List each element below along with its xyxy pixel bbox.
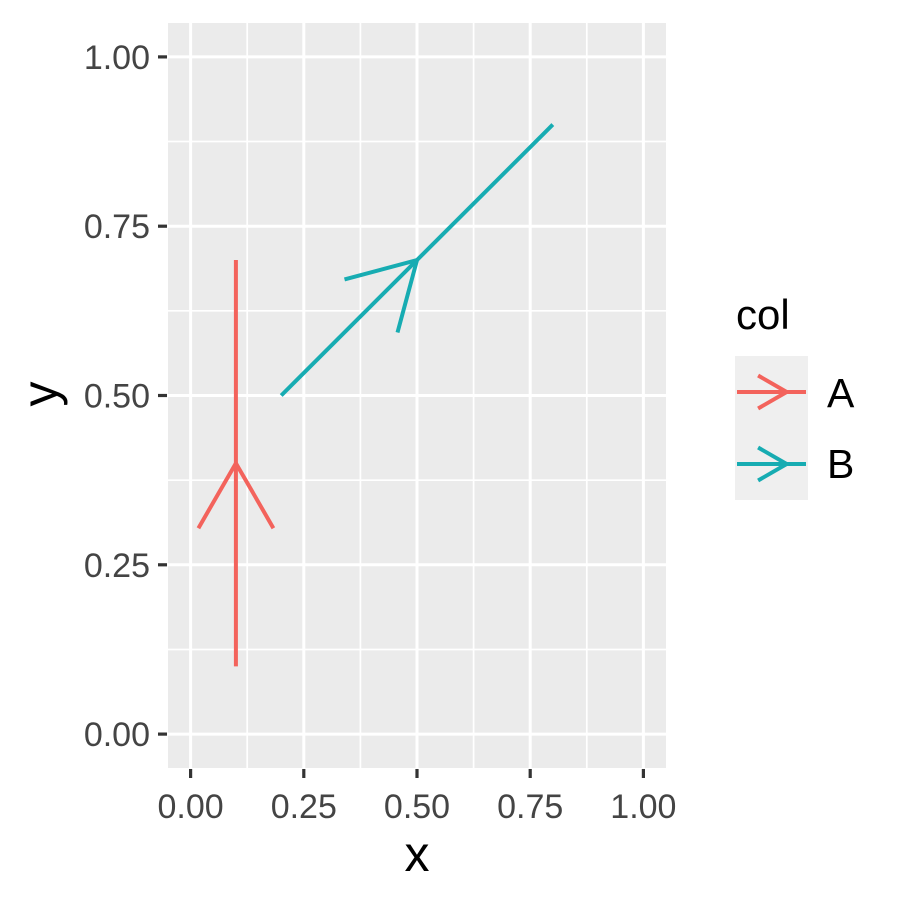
arrowhead-A (196, 459, 276, 530)
y-tick-label: 1.00 (84, 39, 150, 77)
legend-title: col (736, 291, 790, 338)
chart-generated-layer: 0.00 0.25 0.50 0.75 1.00 0.00 0.25 0.50 0.75 1.00 (84, 23, 808, 826)
y-tick-label: 0.00 (84, 716, 150, 754)
y-tick-label: 0.75 (84, 208, 150, 246)
arrowhead-B (343, 257, 420, 334)
x-tick-label: 0.00 (158, 788, 224, 826)
x-tick-label: 0.75 (497, 788, 563, 826)
legend-label-B: B (827, 441, 854, 487)
x-tick-label: 1.00 (610, 788, 676, 826)
x-tick-label: 0.50 (384, 788, 450, 826)
x-axis-title: x (405, 826, 430, 882)
y-axis-title: y (12, 382, 68, 407)
legend-label-A: A (827, 370, 855, 416)
legend-key-arrowhead-A (757, 373, 791, 411)
legend-key-arrowhead-B (757, 445, 791, 483)
y-tick-label: 0.25 (84, 547, 150, 585)
y-tick-label: 0.50 (84, 378, 150, 416)
x-tick-label: 0.25 (271, 788, 337, 826)
